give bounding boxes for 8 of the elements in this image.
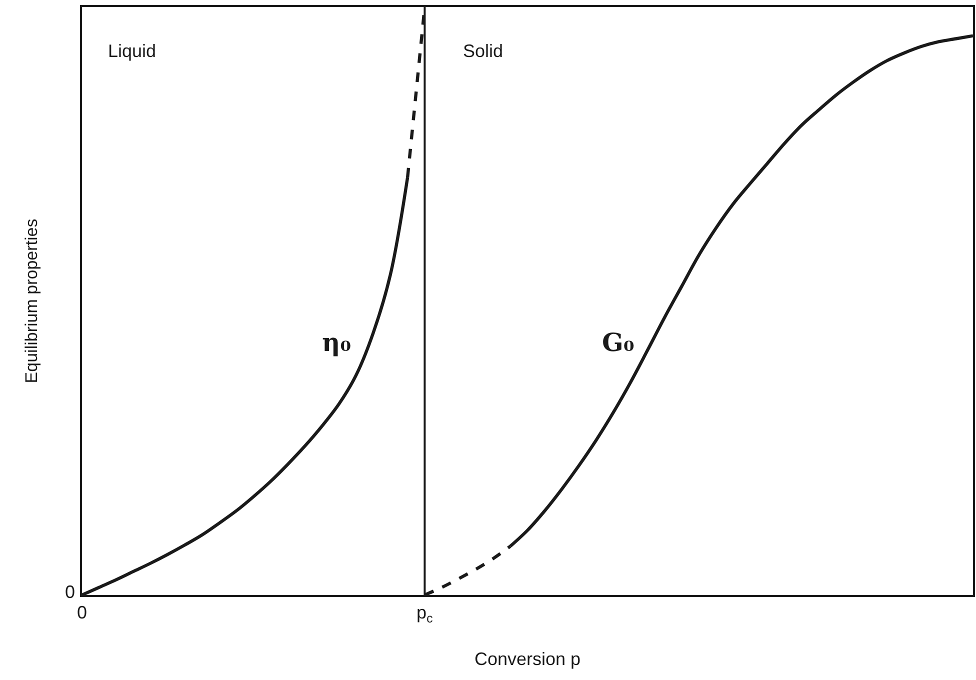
x-axis-title: Conversion p bbox=[474, 648, 581, 669]
series-label: G₀ bbox=[602, 328, 634, 357]
text: 0 bbox=[65, 582, 76, 602]
annotation: Liquid bbox=[108, 41, 156, 61]
x-tick-label: p$_{c}$ bbox=[416, 602, 433, 626]
y-axis-title: Equilibrium properties bbox=[22, 218, 42, 384]
series-label: η₀ bbox=[322, 328, 352, 357]
annotation: Solid bbox=[463, 41, 504, 61]
